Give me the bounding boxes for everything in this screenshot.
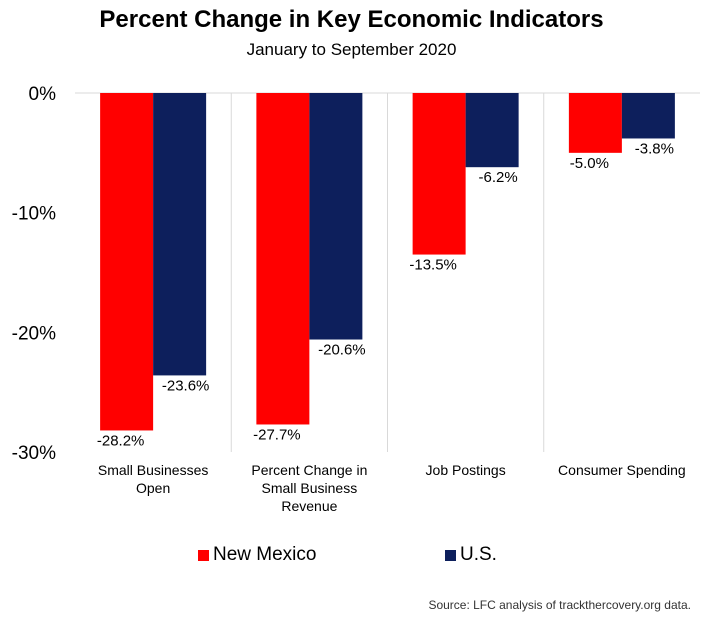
x-tick-label: Job Postings — [426, 462, 506, 478]
bar-us — [465, 93, 519, 168]
x-tick-label: Open — [136, 480, 170, 496]
source-note: Source: LFC analysis of trackthercovery.… — [428, 598, 691, 612]
y-tick-label: -20% — [12, 323, 56, 344]
bar-new-mexico — [568, 93, 622, 153]
data-label: -27.7% — [253, 426, 301, 443]
bar-us — [309, 93, 363, 340]
legend-item-us: U.S. — [445, 544, 497, 566]
y-tick-label: -10% — [12, 204, 56, 225]
x-tick-label: Small Businesses — [98, 462, 209, 478]
bar-chart: 0% -10% -20% -30% -28.2% -23.6% Small Business… — [12, 84, 700, 514]
data-label: -28.2% — [97, 432, 145, 449]
data-label: -3.8% — [635, 140, 674, 157]
chart-subtitle: January to September 2020 — [246, 40, 457, 59]
y-tick-label: 0% — [29, 84, 57, 105]
chart-title: Percent Change in Key Economic Indicator… — [99, 6, 604, 33]
bar-us — [153, 93, 207, 376]
data-label: -13.5% — [409, 257, 457, 274]
data-label: -20.6% — [318, 342, 366, 359]
legend-item-new-mexico: New Mexico — [198, 544, 316, 566]
bar-new-mexico — [100, 93, 154, 431]
data-label: -23.6% — [162, 377, 210, 394]
legend: New Mexico U.S. — [0, 544, 703, 570]
bar-new-mexico — [256, 93, 310, 425]
x-tick-label: Consumer Spending — [558, 462, 686, 478]
x-tick-label: Percent Change in — [251, 462, 367, 478]
x-tick-label: Revenue — [281, 498, 337, 514]
x-tick-label: Small Business — [262, 480, 358, 496]
legend-label-new-mexico: New Mexico — [213, 544, 317, 565]
data-label: -6.2% — [479, 169, 518, 186]
legend-swatch-new-mexico — [198, 549, 209, 561]
legend-swatch-us — [445, 549, 456, 561]
legend-label-us: U.S. — [460, 544, 497, 565]
bar-us — [621, 93, 675, 139]
data-label: -5.0% — [570, 155, 609, 172]
bar-new-mexico — [412, 93, 466, 255]
y-tick-label: -30% — [12, 443, 56, 464]
